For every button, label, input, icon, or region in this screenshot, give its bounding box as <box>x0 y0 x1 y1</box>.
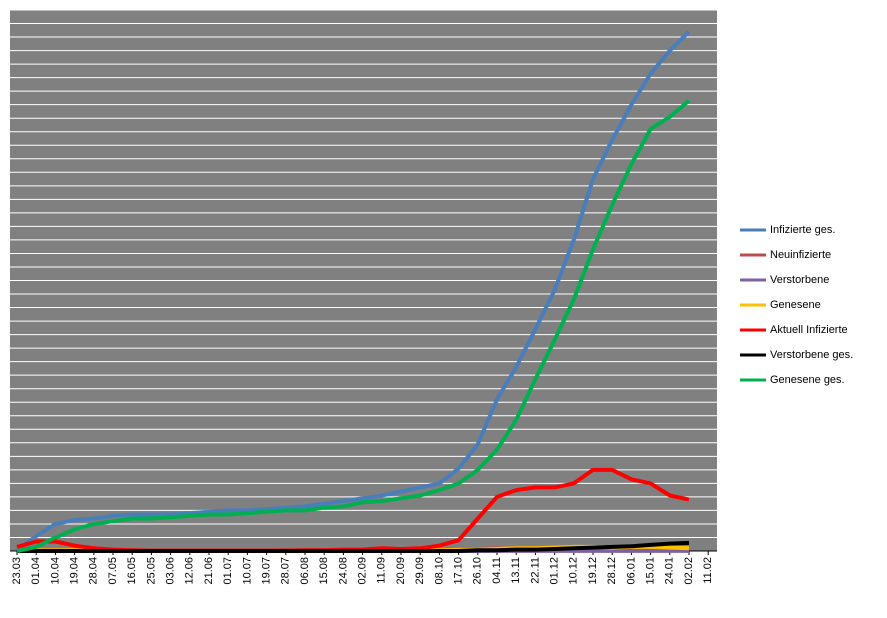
x-tick-label: 08.10 <box>433 557 445 585</box>
x-tick-label: 06.08 <box>299 557 311 585</box>
x-tick-label: 03.06 <box>165 557 177 585</box>
x-tick-label: 10.12 <box>568 557 580 585</box>
x-tick-label: 24.08 <box>337 557 349 585</box>
x-tick-label: 28.07 <box>280 557 292 585</box>
legend-label: Infizierte ges. <box>770 224 835 236</box>
x-tick-label: 10.07 <box>241 557 253 585</box>
legend-label: Neuinfizierte <box>770 249 831 261</box>
x-tick-label: 01.04 <box>30 557 42 585</box>
x-tick-label: 24.01 <box>664 557 676 585</box>
x-tick-label: 10.04 <box>49 557 61 585</box>
x-tick-label: 13.11 <box>510 557 522 584</box>
series-line <box>15 30 691 552</box>
x-tick-label: 28.04 <box>88 557 100 585</box>
x-tick-label: 11.02 <box>702 557 714 584</box>
x-tick-label: 01.07 <box>222 557 234 585</box>
x-tick-label: 02.09 <box>357 557 369 585</box>
x-tick-label: 19.12 <box>587 557 599 585</box>
legend-label: Genesene <box>770 299 821 311</box>
x-tick-label: 16.05 <box>126 557 138 585</box>
x-tick-label: 19.04 <box>69 557 81 585</box>
x-tick-label: 15.01 <box>645 557 657 585</box>
x-tick-label: 07.05 <box>107 557 119 585</box>
legend-label: Genesene ges. <box>770 374 845 386</box>
x-tick-label: 04.11 <box>491 557 503 584</box>
x-tick-label: 25.05 <box>145 557 157 585</box>
x-tick-label: 02.02 <box>683 557 695 585</box>
x-tick-label: 01.12 <box>549 557 561 585</box>
x-tick-label: 17.10 <box>453 557 465 585</box>
x-tick-label: 20.09 <box>395 557 407 585</box>
x-tick-label: 26.10 <box>472 557 484 585</box>
x-tick-label: 06.01 <box>625 557 637 585</box>
x-tick-label: 22.11 <box>529 557 541 584</box>
x-tick-label: 15.08 <box>318 557 330 585</box>
series-line <box>17 540 690 553</box>
legend-label: Verstorbene ges. <box>770 349 853 361</box>
legend-label: Verstorbene <box>770 274 829 286</box>
x-tick-label: 12.06 <box>184 557 196 585</box>
x-tick-label: 29.09 <box>414 557 426 585</box>
x-tick-label: 11.09 <box>376 557 388 584</box>
legend-label: Aktuell Infizierte <box>770 324 848 336</box>
x-tick-label: 23.03 <box>11 557 23 585</box>
x-tick-label: 21.06 <box>203 557 215 585</box>
x-tick-label: 19.07 <box>261 557 273 585</box>
series-line <box>16 99 691 553</box>
x-tick-label: 28.12 <box>606 557 618 585</box>
